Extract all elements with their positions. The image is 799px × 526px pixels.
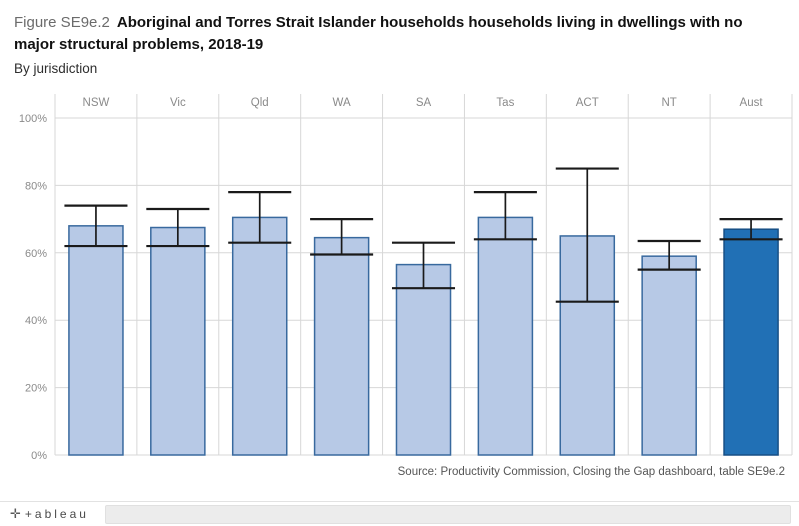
horizontal-scrollbar[interactable] [104, 504, 791, 524]
bar-Vic[interactable] [150, 226, 206, 456]
bar-Aust[interactable] [723, 228, 779, 456]
y-tick-label: 20% [25, 383, 47, 395]
footer-bar: ✛ +ableau [0, 501, 799, 526]
chart-title: Aboriginal and Torres Strait Islander ho… [14, 14, 743, 53]
y-tick-label: 80% [25, 180, 47, 192]
figure-label: Figure SE9e.2 [14, 14, 110, 31]
column-header-NSW[interactable]: NSW [83, 97, 110, 109]
bar-SA[interactable] [395, 263, 452, 456]
column-header-Aust[interactable]: Aust [740, 97, 764, 109]
bar-Qld[interactable] [231, 216, 288, 456]
column-header-Qld[interactable]: Qld [251, 97, 269, 109]
tableau-logo[interactable]: ✛ +ableau [10, 506, 89, 522]
source-note: Source: Productivity Commission, Closing… [397, 466, 785, 478]
bar-NSW[interactable] [68, 225, 124, 456]
tableau-logo-icon: ✛ [10, 506, 21, 521]
y-tick-label: 0% [31, 450, 47, 460]
column-header-NT[interactable]: NT [661, 97, 676, 109]
y-tick-label: 100% [19, 113, 47, 125]
tableau-logo-text: +ableau [24, 507, 89, 521]
bar-WA[interactable] [313, 236, 370, 456]
column-header-Tas[interactable]: Tas [496, 97, 514, 109]
bar-chart-svg: 0% 20% 40% 60% 80% 100% NSW Vic Qld WA SA Tas ACT NT A… [19, 94, 793, 462]
chart-area: 0% 20% 40% 60% 80% 100% NSW Vic Qld WA SA Tas ACT NT A… [0, 88, 799, 462]
column-header-ACT[interactable]: ACT [576, 97, 599, 109]
bar-NT[interactable] [641, 255, 697, 456]
column-header-Vic[interactable]: Vic [170, 97, 186, 109]
bar-Tas[interactable] [477, 216, 534, 456]
column-header-SA[interactable]: SA [416, 97, 432, 109]
chart-subtitle: By jurisdiction [14, 61, 98, 76]
chart-title-block: Figure SE9e.2 Aboriginal and Torres Strai… [14, 12, 786, 80]
y-tick-label: 60% [25, 248, 47, 260]
y-tick-label: 40% [25, 315, 47, 327]
column-header-WA[interactable]: WA [333, 97, 351, 109]
